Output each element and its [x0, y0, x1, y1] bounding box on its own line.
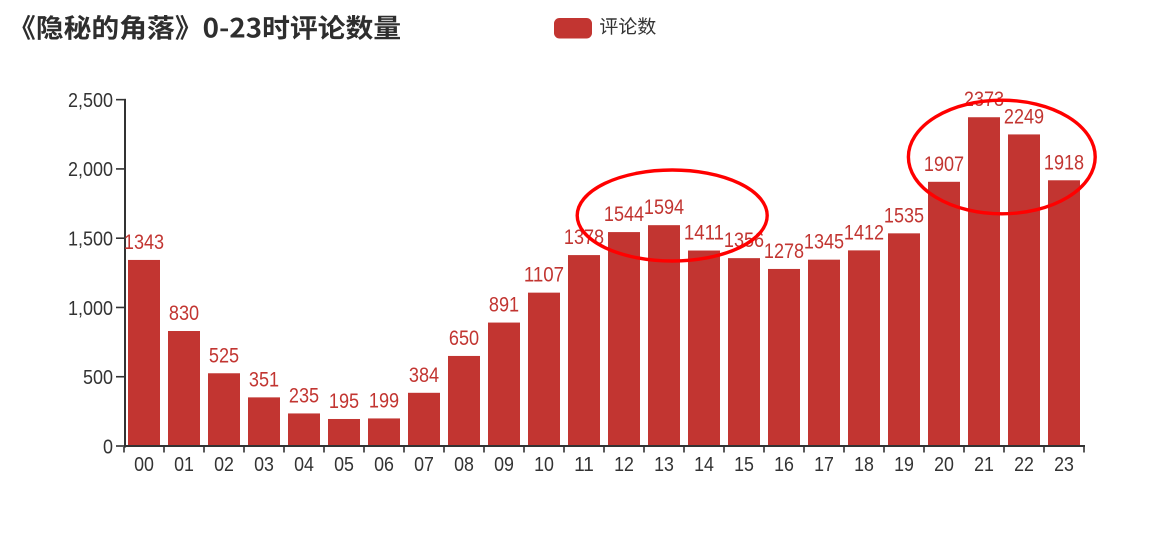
- svg-text:1535: 1535: [884, 204, 924, 227]
- svg-text:2,000: 2,000: [68, 158, 113, 181]
- svg-text:650: 650: [449, 327, 479, 350]
- svg-text:00: 00: [134, 453, 154, 476]
- svg-text:351: 351: [249, 368, 279, 391]
- svg-text:19: 19: [894, 453, 914, 476]
- svg-text:1343: 1343: [124, 231, 164, 254]
- svg-text:0: 0: [103, 435, 113, 458]
- svg-text:07: 07: [414, 453, 434, 476]
- svg-text:1907: 1907: [924, 153, 964, 176]
- svg-text:1918: 1918: [1044, 151, 1084, 174]
- svg-text:16: 16: [774, 453, 794, 476]
- svg-text:1356: 1356: [724, 229, 764, 252]
- svg-text:1412: 1412: [844, 221, 884, 244]
- svg-text:1544: 1544: [604, 203, 644, 226]
- svg-text:06: 06: [374, 453, 394, 476]
- svg-text:195: 195: [329, 390, 359, 413]
- svg-text:235: 235: [289, 384, 319, 407]
- svg-text:525: 525: [209, 344, 239, 367]
- svg-text:05: 05: [334, 453, 354, 476]
- svg-text:23: 23: [1054, 453, 1074, 476]
- svg-text:1,000: 1,000: [68, 297, 113, 320]
- svg-text:11: 11: [574, 453, 594, 476]
- svg-text:14: 14: [694, 453, 714, 476]
- svg-text:20: 20: [934, 453, 954, 476]
- svg-text:1411: 1411: [684, 222, 724, 245]
- svg-text:384: 384: [409, 364, 439, 387]
- svg-text:2249: 2249: [1004, 105, 1044, 128]
- svg-text:02: 02: [214, 453, 234, 476]
- svg-text:18: 18: [854, 453, 874, 476]
- svg-text:830: 830: [169, 302, 199, 325]
- svg-text:199: 199: [369, 389, 399, 412]
- svg-text:1107: 1107: [524, 264, 564, 287]
- svg-text:1345: 1345: [804, 231, 844, 254]
- svg-text:12: 12: [614, 453, 634, 476]
- svg-text:08: 08: [454, 453, 474, 476]
- svg-text:500: 500: [83, 366, 113, 389]
- svg-text:22: 22: [1014, 453, 1034, 476]
- svg-text:15: 15: [734, 453, 754, 476]
- svg-text:01: 01: [174, 453, 194, 476]
- svg-text:10: 10: [534, 453, 554, 476]
- svg-text:1594: 1594: [644, 196, 684, 219]
- svg-text:21: 21: [974, 453, 994, 476]
- svg-text:891: 891: [489, 294, 519, 317]
- svg-text:03: 03: [254, 453, 274, 476]
- svg-text:04: 04: [294, 453, 314, 476]
- svg-text:13: 13: [654, 453, 674, 476]
- svg-text:09: 09: [494, 453, 514, 476]
- svg-text:17: 17: [814, 453, 834, 476]
- svg-text:1,500: 1,500: [68, 227, 113, 250]
- svg-text:1278: 1278: [764, 240, 804, 263]
- svg-text:2,500: 2,500: [68, 89, 113, 112]
